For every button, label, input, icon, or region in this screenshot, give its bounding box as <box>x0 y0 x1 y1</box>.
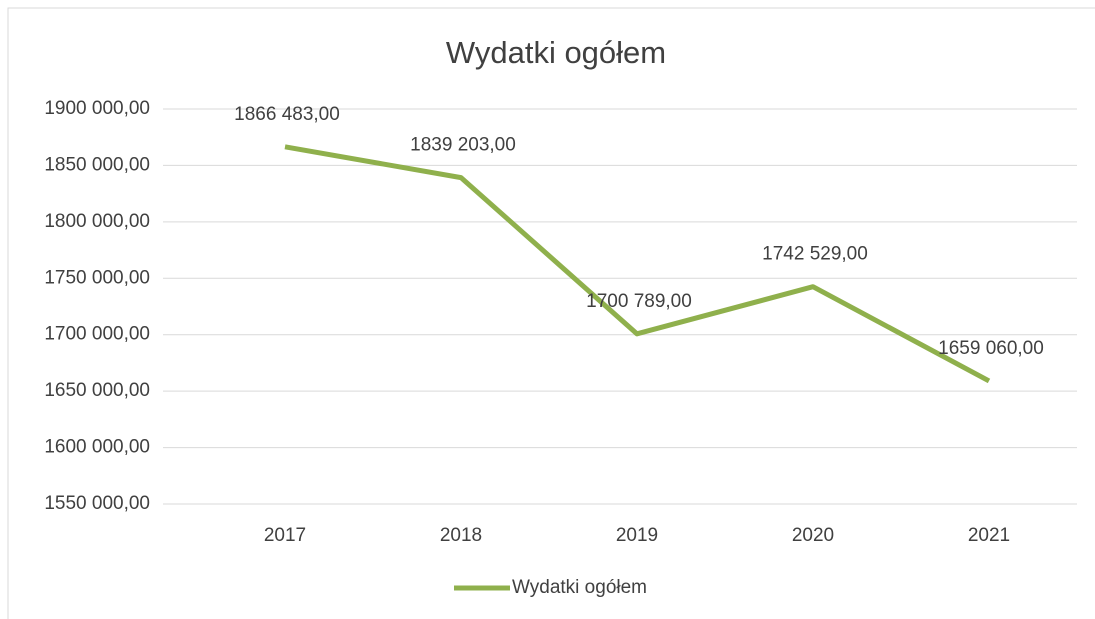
y-tick-label: 1800 000,00 <box>44 211 150 232</box>
y-tick-label: 1750 000,00 <box>44 267 150 288</box>
data-label: 1742 529,00 <box>762 244 868 265</box>
data-label: 1659 060,00 <box>938 338 1044 359</box>
y-tick-label: 1650 000,00 <box>44 380 150 401</box>
x-tick-label: 2017 <box>264 525 306 546</box>
data-label: 1700 789,00 <box>586 291 692 312</box>
y-tick-label: 1900 000,00 <box>44 98 150 119</box>
data-label: 1839 203,00 <box>410 135 516 156</box>
x-tick-label: 2020 <box>792 525 834 546</box>
x-tick-label: 2019 <box>616 525 658 546</box>
y-tick-label: 1700 000,00 <box>44 324 150 345</box>
chart-frame <box>7 7 1095 619</box>
series-line <box>284 144 991 384</box>
y-tick-label: 1600 000,00 <box>44 437 150 458</box>
chart-title: Wydatki ogółem <box>446 35 666 70</box>
legend-label: Wydatki ogółem <box>512 577 647 598</box>
x-tick-label: 2021 <box>968 525 1010 546</box>
y-tick-label: 1850 000,00 <box>44 154 150 175</box>
x-tick-label: 2018 <box>440 525 482 546</box>
y-tick-label: 1550 000,00 <box>44 493 150 514</box>
data-label: 1866 483,00 <box>234 104 340 125</box>
